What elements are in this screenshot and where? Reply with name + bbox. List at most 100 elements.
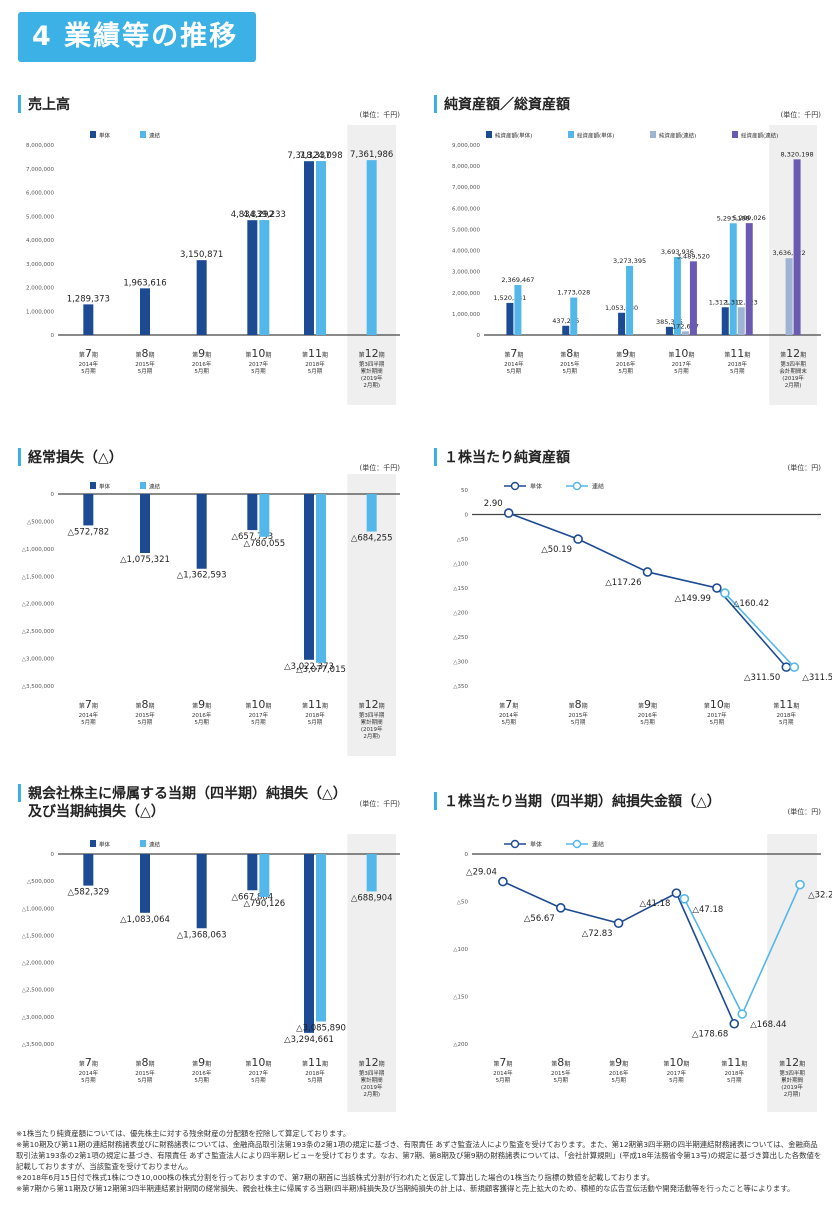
data-point	[781, 662, 792, 672]
category-sublabel: 2014年	[504, 360, 524, 368]
y-tick-label: 5,000,000	[26, 214, 54, 220]
data-label: 1,963,616	[123, 278, 166, 288]
category-sublabel: 2月期)	[363, 382, 380, 389]
y-tick-label: 6,000,000	[452, 206, 480, 212]
category-sublabel: 5月期	[640, 719, 655, 726]
bar	[83, 304, 94, 335]
category-label: 第11期	[302, 347, 328, 360]
highlight-column	[767, 834, 817, 1112]
bar	[259, 494, 270, 537]
y-tick-label: △1,500,000	[22, 574, 55, 580]
y-tick-label: △1,500,000	[22, 933, 55, 939]
data-label: 437,266	[552, 317, 579, 325]
category-sublabel: (2019年	[361, 1083, 383, 1091]
data-label: △41.18	[640, 899, 671, 909]
category-label: 第10期	[704, 698, 730, 711]
category-sublabel: 2014年	[493, 1069, 513, 1077]
legend-swatch	[510, 481, 520, 491]
y-tick-label: △250	[453, 635, 468, 641]
category-sublabel: 5月期	[618, 368, 633, 375]
category-sublabel: 2016年	[616, 360, 636, 368]
category-sublabel: 5月期	[571, 719, 586, 726]
category-sublabel: 2015年	[551, 1069, 571, 1077]
data-label: 1,312,523	[725, 298, 758, 306]
category-sublabel: 2016年	[638, 711, 658, 719]
category-sublabel: 2016年	[192, 1069, 212, 1077]
y-tick-label: 0	[477, 333, 481, 339]
category-sublabel: 2018年	[305, 360, 325, 368]
y-tick-label: △500,000	[27, 879, 54, 885]
category-sublabel: 5月期	[730, 368, 745, 375]
category-sublabel: 2017年	[672, 360, 692, 368]
data-label: △178.68	[692, 1030, 728, 1040]
data-label: 1,312,501	[709, 298, 742, 306]
category-sublabel: 2月期)	[784, 1091, 801, 1098]
data-point	[712, 583, 722, 593]
y-tick-label: 2,000,000	[452, 291, 480, 297]
category-label: 第10期	[245, 698, 271, 711]
category-sublabel: 5月期	[507, 368, 522, 375]
category-label: 第11期	[302, 698, 328, 711]
category-sublabel: 2月期)	[785, 382, 802, 389]
title-marker	[18, 448, 21, 466]
bar	[247, 854, 258, 891]
category-sublabel: 5月期	[194, 1077, 209, 1084]
bar	[140, 854, 150, 913]
legend-swatch	[90, 840, 96, 847]
category-label: 第7期	[504, 347, 523, 360]
data-label: △3,022,373	[284, 662, 334, 672]
y-tick-label: △300	[453, 660, 468, 666]
y-tick-label: 1,000,000	[26, 309, 54, 315]
bar	[745, 223, 753, 335]
legend-label: 純資産額(連結)	[659, 132, 696, 140]
chart-title: 売上高	[28, 96, 70, 113]
legend-label: 連結	[149, 483, 161, 491]
legend-swatch	[140, 131, 146, 138]
category-label: 第7期	[79, 1056, 98, 1069]
category-sublabel: 5月期	[308, 1077, 323, 1084]
bar	[793, 159, 801, 335]
data-point	[555, 903, 566, 913]
chart-bps: １株当たり純資産額 (単位：円) 50 0 △50 △100 △150 △200 △250 △30…	[434, 448, 832, 726]
category-sublabel: 2018年	[305, 1069, 325, 1077]
category-sublabel: (2019年	[361, 374, 383, 382]
y-tick-label: 3,000,000	[452, 270, 480, 276]
legend-label: 連結	[149, 841, 161, 849]
category-sublabel: 第3四半期	[359, 360, 385, 368]
legend-label: 連結	[592, 483, 604, 491]
title-marker	[18, 95, 21, 113]
bar	[316, 161, 326, 335]
category-label: 第8期	[569, 698, 588, 711]
category-sublabel: 2016年	[192, 360, 212, 368]
legend-label: 連結	[149, 132, 161, 140]
legend-label: 総資産額(単体)	[577, 132, 614, 140]
y-tick-label: △1,000,000	[22, 906, 55, 912]
y-tick-label: △350	[453, 684, 468, 690]
bar	[729, 223, 737, 335]
y-tick-label: 8,000,000	[452, 164, 480, 170]
category-sublabel: 5月期	[710, 719, 725, 726]
category-label: 第12期	[359, 698, 385, 711]
category-sublabel: 累計期間	[361, 1076, 384, 1084]
legend-swatch	[650, 131, 656, 138]
category-sublabel: 2015年	[135, 711, 155, 719]
y-tick-label: △3,500,000	[22, 684, 55, 690]
data-label: 3,150,871	[180, 250, 223, 260]
y-tick-label: 3,000,000	[26, 262, 54, 268]
data-point	[498, 876, 508, 887]
series-line	[724, 592, 795, 668]
bar	[689, 261, 697, 335]
unit-label: (単位：円)	[788, 807, 822, 816]
category-sublabel: 5月期	[138, 719, 153, 726]
category-label: 第9期	[638, 698, 657, 711]
unit-label: (単位：千円)	[360, 463, 401, 472]
legend-swatch	[732, 131, 738, 138]
y-tick-label: 2,000,000	[26, 286, 54, 292]
data-label: △311.50	[744, 673, 780, 683]
chart-title: 親会社株主に帰属する当期（四半期）純損失（△）	[28, 785, 347, 802]
chart-ordinary-loss: 経常損失（△） (単位：千円) 0 △500,000 △1,000,000 △1,500,…	[18, 448, 401, 756]
category-label: 第9期	[616, 347, 635, 360]
y-tick-label: 0	[465, 513, 469, 519]
highlight-column	[769, 125, 817, 405]
data-label: △688,904	[351, 893, 393, 903]
